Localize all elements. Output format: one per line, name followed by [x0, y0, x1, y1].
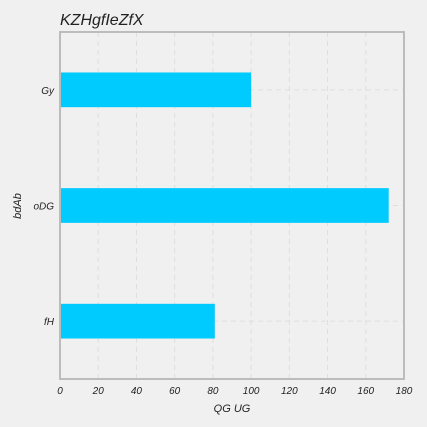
y-axis-label: bdAb — [12, 193, 24, 219]
x-tick-label: 140 — [319, 386, 336, 397]
x-tick-label: 180 — [396, 386, 413, 397]
bar-oDG — [60, 188, 389, 223]
y-tick-label: fH — [44, 317, 55, 328]
x-tick-label: 120 — [281, 386, 298, 397]
x-tick-label: 40 — [131, 386, 143, 397]
y-axis-ticks: Gy oDG fH — [33, 86, 55, 328]
bars — [60, 72, 389, 339]
x-tick-label: 100 — [243, 386, 260, 397]
x-axis-ticks: 0 20 40 60 80 100 120 140 160 180 — [57, 386, 413, 397]
y-tick-label: oDG — [33, 202, 54, 213]
x-tick-label: 160 — [357, 386, 374, 397]
plot-frame — [59, 31, 405, 380]
y-tick-label: Gy — [41, 86, 55, 97]
x-tick-label: 60 — [169, 386, 181, 397]
x-tick-label: 80 — [207, 386, 219, 397]
chart-title: KZHgfIeZfX — [60, 12, 145, 29]
x-axis-label: QG UG — [214, 403, 251, 415]
bar-fH — [60, 303, 215, 339]
x-tick-label: 0 — [57, 386, 63, 397]
bar-Gy — [60, 72, 252, 108]
x-tick-label: 20 — [92, 386, 105, 397]
